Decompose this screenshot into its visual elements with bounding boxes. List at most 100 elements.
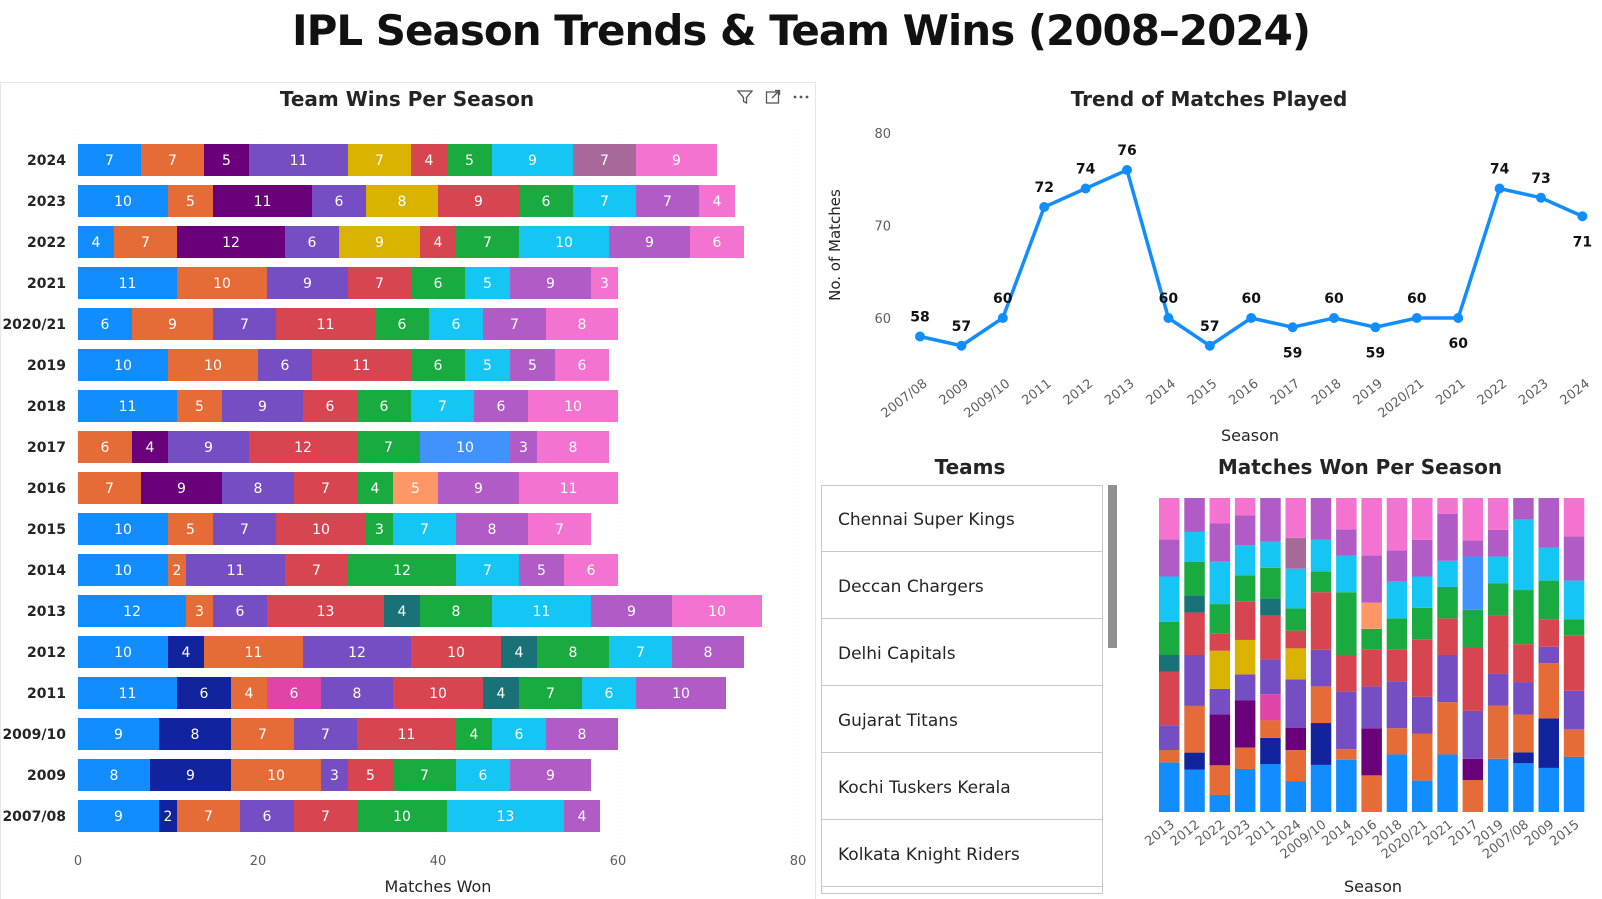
data-point[interactable]: [1287, 322, 1298, 333]
column-segment[interactable]: [1386, 681, 1408, 729]
column-segment[interactable]: [1386, 728, 1408, 755]
slicer-item[interactable]: Delhi Capitals: [822, 620, 1102, 686]
bar-segment[interactable]: [78, 677, 177, 709]
column-segment[interactable]: [1234, 768, 1256, 812]
column-segment[interactable]: [1386, 649, 1408, 682]
data-point[interactable]: [956, 340, 967, 351]
column-segment[interactable]: [1184, 561, 1205, 596]
column-segment[interactable]: [1487, 673, 1509, 706]
column-segment[interactable]: [1487, 498, 1509, 530]
data-point[interactable]: [1536, 192, 1546, 203]
column-segment[interactable]: [1487, 615, 1509, 674]
column-segment[interactable]: [1563, 498, 1585, 537]
column-segment[interactable]: [1285, 727, 1307, 751]
column-segment[interactable]: [1234, 498, 1256, 516]
bar-segment[interactable]: [303, 390, 357, 422]
slicer-item[interactable]: Chennai Super Kings: [822, 486, 1102, 552]
bar-segment[interactable]: [528, 390, 618, 422]
column-segment[interactable]: [1462, 710, 1484, 759]
column-segment[interactable]: [1310, 498, 1332, 540]
bar-segment[interactable]: [582, 677, 636, 709]
column-segment[interactable]: [1361, 555, 1382, 603]
bar-segment[interactable]: [474, 390, 528, 422]
column-segment[interactable]: [1336, 749, 1357, 760]
column-segment[interactable]: [1513, 519, 1534, 591]
column-segment[interactable]: [1159, 725, 1180, 751]
bar-segment[interactable]: [501, 636, 537, 668]
bar-segment[interactable]: [168, 185, 213, 217]
bar-segment[interactable]: [393, 759, 456, 791]
bar-segment[interactable]: [177, 677, 231, 709]
bar-segment[interactable]: [303, 636, 411, 668]
column-segment[interactable]: [1437, 498, 1458, 514]
bar-segment[interactable]: [465, 349, 510, 381]
column-segment[interactable]: [1538, 767, 1560, 812]
bar-segment[interactable]: [348, 759, 393, 791]
column-segment[interactable]: [1563, 635, 1585, 691]
column-segment[interactable]: [1462, 498, 1484, 541]
slicer-item[interactable]: Deccan Chargers: [822, 553, 1102, 619]
column-segment[interactable]: [1285, 679, 1307, 728]
column-segment[interactable]: [1538, 547, 1560, 581]
column-segment[interactable]: [1260, 541, 1281, 568]
column-segment[interactable]: [1310, 539, 1332, 572]
bar-segment[interactable]: [78, 226, 114, 258]
column-segment[interactable]: [1184, 769, 1205, 812]
bar-segment[interactable]: [177, 390, 222, 422]
column-segment[interactable]: [1184, 498, 1205, 532]
bar-segment[interactable]: [204, 144, 249, 176]
bar-segment[interactable]: [294, 800, 357, 832]
column-segment[interactable]: [1437, 754, 1458, 812]
column-segment[interactable]: [1386, 754, 1408, 812]
bar-segment[interactable]: [78, 800, 159, 832]
column-segment[interactable]: [1386, 498, 1408, 551]
bar-segment[interactable]: [213, 185, 312, 217]
bar-segment[interactable]: [636, 144, 717, 176]
bar-segment[interactable]: [672, 595, 762, 627]
bar-segment[interactable]: [348, 144, 411, 176]
bar-segment[interactable]: [375, 308, 429, 340]
data-point[interactable]: [997, 313, 1008, 323]
bar-segment[interactable]: [222, 390, 303, 422]
bar-segment[interactable]: [276, 308, 375, 340]
bar-segment[interactable]: [420, 595, 492, 627]
column-segment[interactable]: [1209, 561, 1231, 605]
bar-segment[interactable]: [78, 513, 168, 545]
column-segment[interactable]: [1234, 545, 1256, 576]
bar-segment[interactable]: [258, 349, 312, 381]
filter-icon[interactable]: [736, 88, 754, 106]
column-segment[interactable]: [1513, 714, 1534, 753]
bar-segment[interactable]: [321, 759, 348, 791]
column-segment[interactable]: [1234, 601, 1256, 640]
bar-segment[interactable]: [78, 554, 168, 586]
column-segment[interactable]: [1209, 714, 1231, 766]
column-segment[interactable]: [1310, 686, 1332, 724]
column-segment[interactable]: [1336, 691, 1357, 750]
bar-segment[interactable]: [213, 513, 276, 545]
column-segment[interactable]: [1513, 752, 1534, 764]
bar-segment[interactable]: [357, 800, 447, 832]
bar-segment[interactable]: [429, 308, 483, 340]
column-segment[interactable]: [1310, 571, 1332, 593]
column-segment[interactable]: [1260, 720, 1281, 738]
more-options-icon[interactable]: [792, 88, 810, 106]
data-point[interactable]: [915, 331, 925, 342]
bar-segment[interactable]: [519, 554, 564, 586]
column-segment[interactable]: [1563, 756, 1585, 812]
data-point[interactable]: [1329, 313, 1339, 323]
column-segment[interactable]: [1260, 659, 1281, 695]
bar-segment[interactable]: [393, 472, 438, 504]
bar-segment[interactable]: [636, 677, 726, 709]
bar-segment[interactable]: [519, 226, 609, 258]
bar-segment[interactable]: [141, 472, 222, 504]
column-segment[interactable]: [1159, 655, 1180, 672]
bar-segment[interactable]: [447, 144, 492, 176]
bar-segment[interactable]: [78, 431, 132, 463]
bar-segment[interactable]: [492, 144, 573, 176]
column-segment[interactable]: [1260, 598, 1281, 616]
bar-segment[interactable]: [177, 267, 267, 299]
bar-segment[interactable]: [150, 759, 231, 791]
bar-segment[interactable]: [321, 677, 393, 709]
bar-segment[interactable]: [159, 800, 177, 832]
column-segment[interactable]: [1310, 592, 1332, 650]
